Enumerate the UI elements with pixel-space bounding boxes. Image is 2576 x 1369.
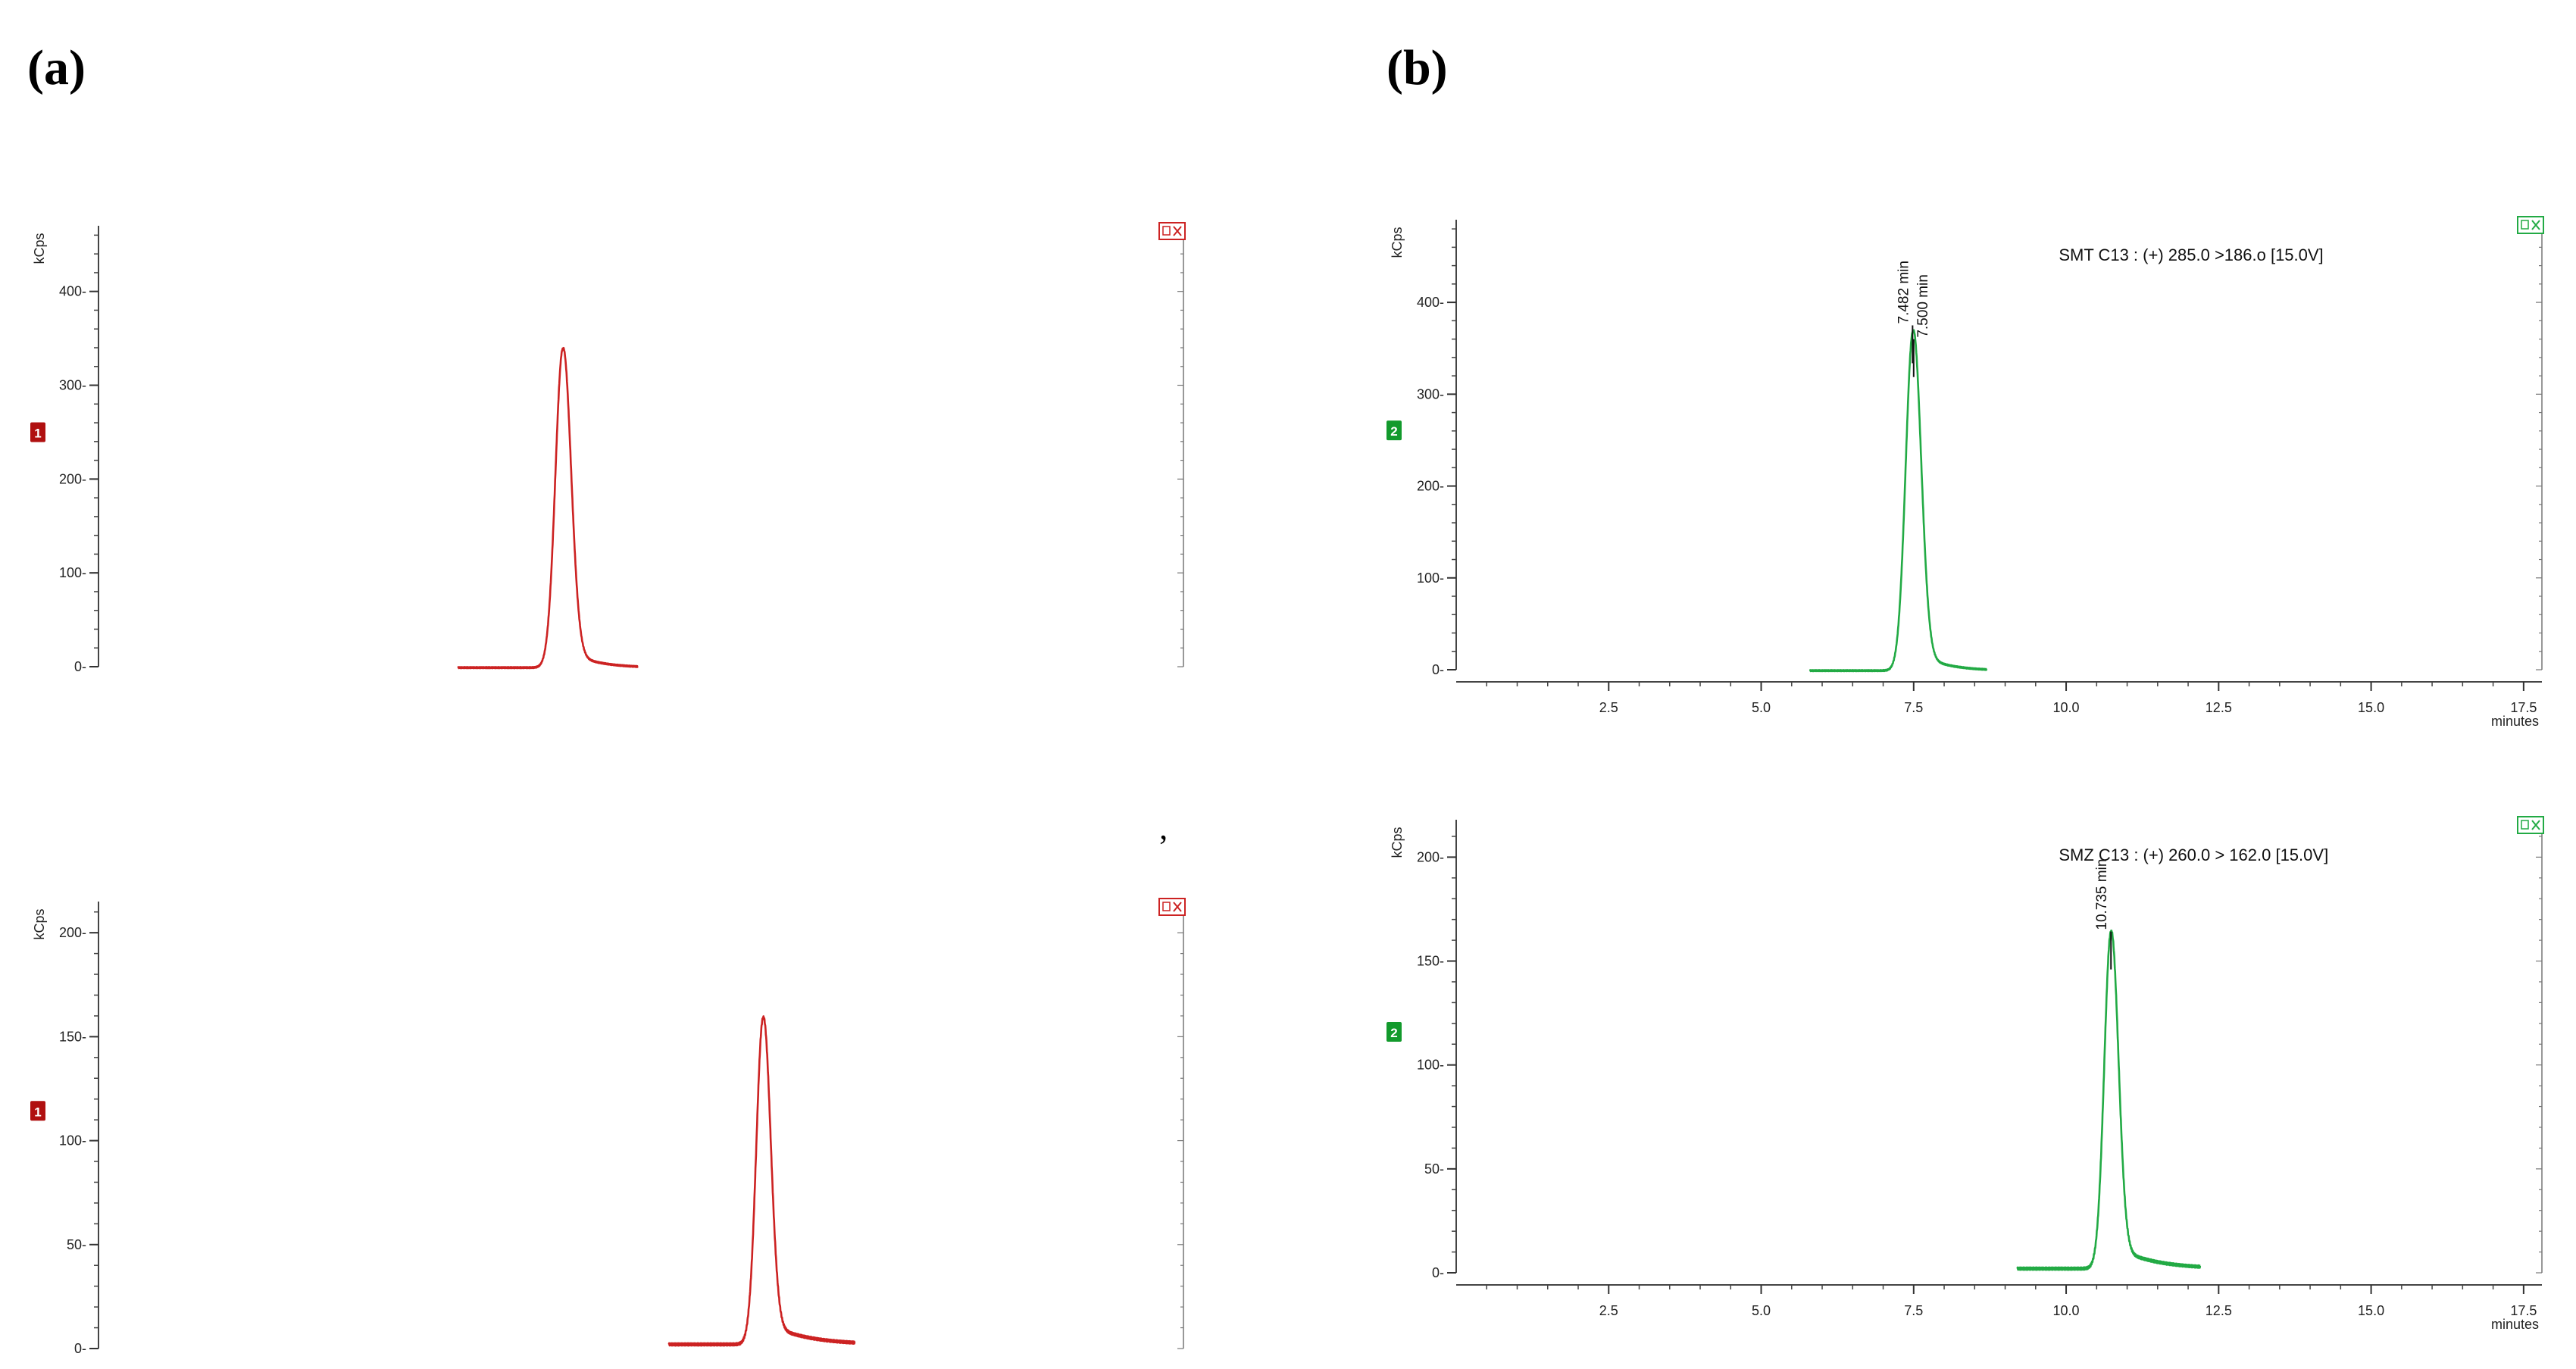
stray-mark: ’ — [1158, 828, 1169, 865]
chart-a-bottom: 0- 50- 100- 150- 200- kCps 1 — [30, 898, 1186, 1356]
trace-badge: 2 — [1386, 420, 1402, 441]
y-tick-label: 400- — [1417, 295, 1444, 310]
trace-badge-box — [30, 1101, 45, 1121]
restore-icon — [1162, 902, 1171, 911]
close-icon — [1173, 902, 1182, 912]
y-tick-label: 0- — [74, 659, 86, 674]
trace-line — [667, 1015, 856, 1347]
close-icon — [2531, 220, 2540, 230]
trace-badge: 1 — [30, 422, 45, 442]
window-icon — [2517, 216, 2544, 234]
x-tick-label: 5.0 — [1752, 700, 1771, 715]
trace-line — [1809, 329, 1988, 673]
x-tick-label: 17.5 — [2510, 1303, 2537, 1318]
y-tick-label: 200- — [59, 471, 86, 486]
x-tick-label: 2.5 — [1599, 1303, 1618, 1318]
x-tick-label: 17.5 — [2510, 700, 2537, 715]
restore-icon — [1162, 226, 1171, 236]
chart-b-bottom: 0- 50- 100- 150- 200- kCps 2 2.5 5.0 7.5 10.0 12.5 1… — [1386, 816, 2544, 1332]
y-tick-label: 200- — [59, 925, 86, 940]
y-tick-label: 400- — [59, 284, 86, 299]
y-tick-label: 150- — [59, 1029, 86, 1044]
chart-title: SMZ C13 : (+) 260.0 > 162.0 [15.0V] — [2059, 845, 2328, 864]
y-tick-label: 100- — [59, 1133, 86, 1149]
chart-b-top: 0- 100- 200- 300- 400- kCps 2 2.5 5.0 7.5 10.0 12.5… — [1386, 216, 2544, 729]
x-axis-unit: minutes — [2491, 714, 2539, 729]
x-tick-label: 10.0 — [2053, 700, 2080, 715]
x-tick-label: 15.0 — [2358, 1303, 2384, 1318]
y-tick-label: 200- — [1417, 849, 1444, 864]
y-axis-unit: kCps — [1390, 227, 1405, 258]
trace-badge-box — [1386, 1022, 1402, 1042]
trace-line — [457, 346, 639, 670]
peak-label: 7.482 min — [1896, 261, 1912, 323]
trace-badge-label: 1 — [34, 1105, 41, 1119]
restore-icon — [2521, 220, 2529, 230]
y-axis-unit: kCps — [32, 908, 47, 939]
x-tick-label: 10.0 — [2053, 1303, 2080, 1318]
y-tick-label: 0- — [74, 1341, 86, 1356]
panel-label-a: (a) — [27, 40, 86, 95]
trace-badge: 1 — [30, 1101, 45, 1121]
y-tick-label: 200- — [1417, 479, 1444, 494]
window-icon — [1158, 222, 1186, 240]
y-tick-label: 100- — [1417, 570, 1444, 586]
x-tick-label: 12.5 — [2206, 700, 2232, 715]
close-icon — [1173, 226, 1182, 236]
peak-label: 10.735 min — [2094, 859, 2110, 930]
panel-label-b: (b) — [1386, 40, 1448, 95]
x-tick-label: 15.0 — [2358, 700, 2384, 715]
x-tick-label: 5.0 — [1752, 1303, 1771, 1318]
y-tick-label: 300- — [59, 378, 86, 393]
y-tick-label: 0- — [1432, 1265, 1444, 1280]
y-tick-label: 300- — [1417, 386, 1444, 402]
trace-badge-label: 2 — [1390, 1026, 1397, 1040]
trace-badge-label: 1 — [34, 427, 41, 441]
y-tick-label: 100- — [1417, 1058, 1444, 1073]
y-axis-unit: kCps — [32, 233, 47, 264]
x-tick-label: 12.5 — [2206, 1303, 2232, 1318]
x-tick-label: 2.5 — [1599, 700, 1618, 715]
x-tick-label: 7.5 — [1904, 1303, 1923, 1318]
y-tick-label: 50- — [67, 1237, 86, 1252]
chart-a-top: 0- 100- 200- 300- 400- kCps 1 — [30, 222, 1186, 674]
trace-badge-box — [1386, 420, 1402, 441]
chart-title: SMT C13 : (+) 285.0 >186.o [15.0V] — [2059, 245, 2323, 264]
close-icon — [2531, 820, 2540, 830]
window-icon — [1158, 898, 1186, 916]
y-tick-label: 150- — [1417, 954, 1444, 969]
x-tick-label: 7.5 — [1904, 700, 1923, 715]
restore-icon — [2521, 820, 2529, 830]
peak-label: 7.500 min — [1915, 274, 1931, 337]
trace-badge: 2 — [1386, 1022, 1402, 1042]
trace-badge-box — [30, 422, 45, 442]
y-axis-unit: kCps — [1390, 827, 1405, 858]
y-tick-label: 0- — [1432, 662, 1444, 677]
window-icon — [2517, 816, 2544, 834]
x-axis-unit: minutes — [2491, 1317, 2539, 1332]
trace-line — [2016, 930, 2202, 1271]
trace-badge-label: 2 — [1390, 424, 1397, 439]
y-tick-label: 100- — [59, 565, 86, 580]
y-tick-label: 50- — [1424, 1161, 1444, 1177]
